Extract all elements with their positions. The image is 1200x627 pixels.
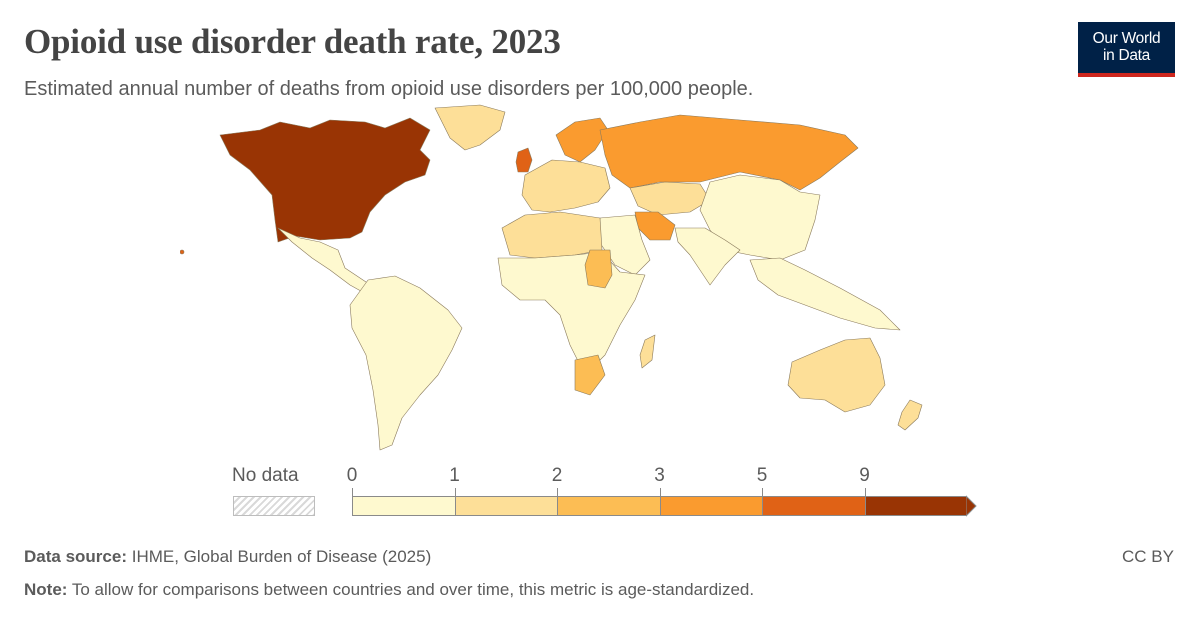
legend-bin-4[interactable]: [762, 496, 866, 516]
license-link[interactable]: CC BY: [1122, 547, 1174, 566]
legend-tick-mark-0: [352, 488, 353, 497]
legend-tick-mark-3: [659, 488, 661, 497]
region-new-zealand[interactable]: [897, 399, 923, 431]
region-south-asia[interactable]: [674, 227, 741, 286]
legend-tick-label-1: 1: [449, 465, 460, 486]
legend-tick-label-2: 2: [551, 465, 563, 486]
region-uk[interactable]: [515, 147, 533, 173]
data-source: Data source: IHME, Global Burden of Dise…: [24, 547, 431, 567]
region-sudan[interactable]: [584, 249, 613, 289]
legend-arrow-tip: [966, 495, 977, 517]
legend-no-data-label: No data: [232, 465, 299, 486]
legend-tick-label-3: 3: [654, 465, 665, 486]
region-north-america[interactable]: [219, 117, 431, 243]
note-label: Note:: [24, 580, 68, 599]
source-label: Data source:: [24, 547, 127, 566]
chart-note: Note: To allow for comparisons between c…: [24, 580, 754, 600]
region-russia[interactable]: [599, 114, 859, 191]
region-southeast-asia[interactable]: [749, 257, 901, 331]
note-text: To allow for comparisons between countri…: [71, 580, 755, 599]
region-scandinavia[interactable]: [555, 117, 609, 163]
chart-subtitle: Estimated annual number of deaths from o…: [24, 78, 754, 100]
legend-tick-mark-2: [557, 488, 558, 497]
legend-bin-3[interactable]: [659, 496, 763, 516]
region-western-europe[interactable]: [521, 159, 611, 213]
legend-tick-label-0: 0: [346, 465, 358, 486]
legend-tick-label-9: 9: [859, 465, 870, 486]
legend-bin-0[interactable]: [352, 496, 456, 516]
owid-logo[interactable]: Our World in Data: [1078, 22, 1175, 77]
legend-tick-mark-5: [762, 488, 763, 497]
region-southern-africa[interactable]: [574, 354, 606, 396]
legend-no-data-swatch[interactable]: [233, 496, 315, 516]
chart-title: Opioid use disorder death rate, 2023: [24, 22, 561, 61]
region-australia[interactable]: [787, 337, 886, 413]
legend-tick-label-5: 5: [756, 465, 768, 486]
region-north-africa[interactable]: [501, 211, 603, 259]
region-greenland[interactable]: [434, 104, 506, 151]
legend-bin-1[interactable]: [454, 496, 558, 516]
logo-line-2: in Data: [1102, 47, 1150, 64]
legend-bin-2[interactable]: [557, 496, 661, 516]
region-madagascar[interactable]: [639, 334, 656, 369]
region-sub-saharan-africa[interactable]: [497, 251, 646, 376]
region-south-america[interactable]: [349, 275, 463, 451]
source-text[interactable]: IHME, Global Burden of Disease (2025): [131, 547, 432, 566]
region-central-asia[interactable]: [629, 181, 711, 216]
legend-tick-mark-9: [864, 488, 866, 497]
world-map: [180, 104, 923, 451]
legend-bin-5[interactable]: [864, 496, 967, 516]
region-china[interactable]: [699, 174, 821, 261]
legend-tick-mark-1: [454, 488, 456, 497]
logo-line-1: Our World: [1092, 30, 1161, 47]
region-hawaii[interactable]: [180, 249, 185, 255]
